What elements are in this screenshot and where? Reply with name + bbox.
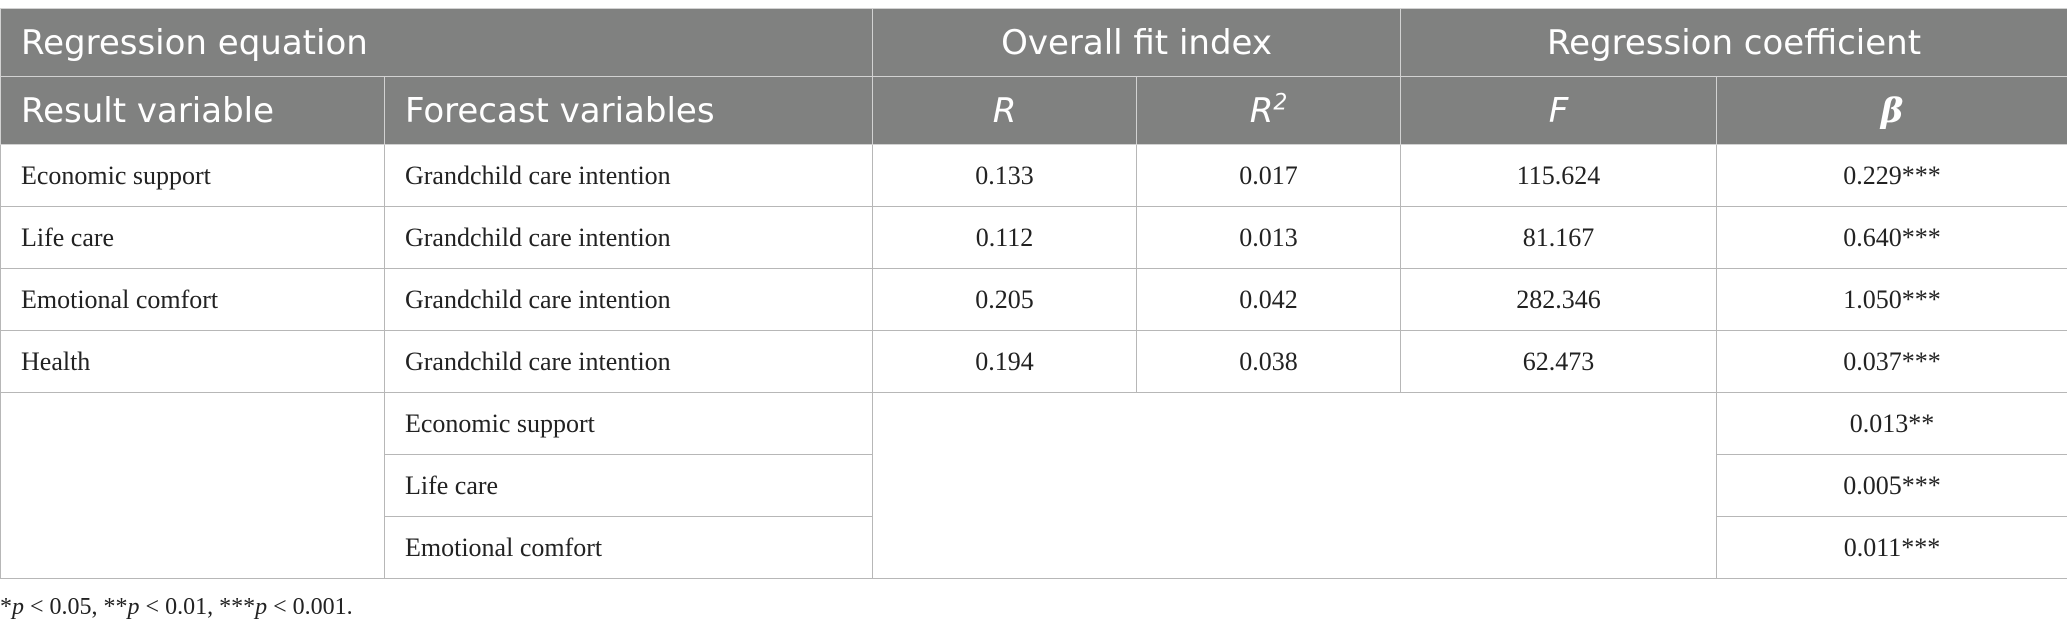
table-row: Emotional comfort Grandchild care intent… — [0, 268, 2067, 331]
table-row: Economic support Grandchild care intenti… — [0, 144, 2067, 207]
cell-r-squared: 0.038 — [1136, 330, 1402, 393]
cell-forecast: Emotional comfort — [383, 516, 874, 579]
cell-r-squared: 0.017 — [1136, 144, 1402, 207]
header-column-row: Result variable Forecast variables R R2 … — [0, 76, 2067, 145]
header-forecast-variables: Forecast variables — [383, 76, 874, 145]
cell-r: 0.194 — [872, 330, 1138, 393]
cell-result-empty — [0, 392, 385, 579]
cell-f: 282.346 — [1400, 268, 1718, 331]
header-group-row: Regression equation Overall fit index Re… — [0, 8, 2067, 77]
regression-table-container: Regression equation Overall fit index Re… — [0, 8, 2067, 579]
cell-beta: 1.050*** — [1716, 268, 2067, 331]
r-squared-exponent: 2 — [1273, 90, 1288, 116]
cell-result: Health — [0, 330, 385, 393]
cell-f: 62.473 — [1400, 330, 1718, 393]
table-row: Life care Grandchild care intention 0.11… — [0, 206, 2067, 269]
r-squared-base: R — [1249, 90, 1274, 131]
cell-beta: 0.005*** — [1716, 454, 2067, 517]
cell-forecast: Economic support — [383, 392, 874, 455]
table-row: Emotional comfort 0.011*** — [1, 516, 2067, 579]
cell-beta: 0.037*** — [1716, 330, 2067, 393]
cell-forecast: Grandchild care intention — [383, 268, 874, 331]
header-f: F — [1400, 76, 1718, 145]
header-result-variable: Result variable — [0, 76, 385, 145]
cell-r: 0.205 — [872, 268, 1138, 331]
table-row: Life care 0.005*** — [1, 454, 2067, 517]
cell-beta: 0.640*** — [1716, 206, 2067, 269]
cell-forecast: Life care — [383, 454, 874, 517]
cell-forecast: Grandchild care intention — [383, 330, 874, 393]
cell-forecast: Grandchild care intention — [383, 206, 874, 269]
cell-forecast: Grandchild care intention — [383, 144, 874, 207]
cell-fit-empty — [872, 392, 1718, 579]
header-regression-equation: Regression equation — [0, 8, 874, 77]
regression-table: Regression equation Overall fit index Re… — [0, 8, 2067, 579]
cell-beta: 0.011*** — [1716, 516, 2067, 579]
table-row: Health Grandchild care intention 0.194 0… — [0, 330, 2067, 393]
cell-r: 0.133 — [872, 144, 1138, 207]
cell-r-squared: 0.013 — [1136, 206, 1402, 269]
cell-beta: 0.013** — [1716, 392, 2067, 455]
significance-footnote: *p < 0.05, **p < 0.01, ***p < 0.001. — [0, 594, 353, 620]
header-regression-coefficient: Regression coefficient — [1400, 8, 2067, 77]
cell-f: 115.624 — [1400, 144, 1718, 207]
cell-result: Life care — [0, 206, 385, 269]
header-r-squared: R2 — [1136, 76, 1402, 145]
cell-beta: 0.229*** — [1716, 144, 2067, 207]
header-r: R — [872, 76, 1138, 145]
cell-r: 0.112 — [872, 206, 1138, 269]
table-header: Regression equation Overall fit index Re… — [0, 8, 2067, 145]
cell-f: 81.167 — [1400, 206, 1718, 269]
table-row: Economic support 0.013** — [0, 392, 2067, 579]
cell-result: Emotional comfort — [0, 268, 385, 331]
cell-r-squared: 0.042 — [1136, 268, 1402, 331]
header-overall-fit-index: Overall fit index — [872, 8, 1402, 77]
header-beta: β — [1716, 76, 2067, 145]
table-body: Economic support Grandchild care intenti… — [0, 144, 2067, 579]
cell-result: Economic support — [0, 144, 385, 207]
